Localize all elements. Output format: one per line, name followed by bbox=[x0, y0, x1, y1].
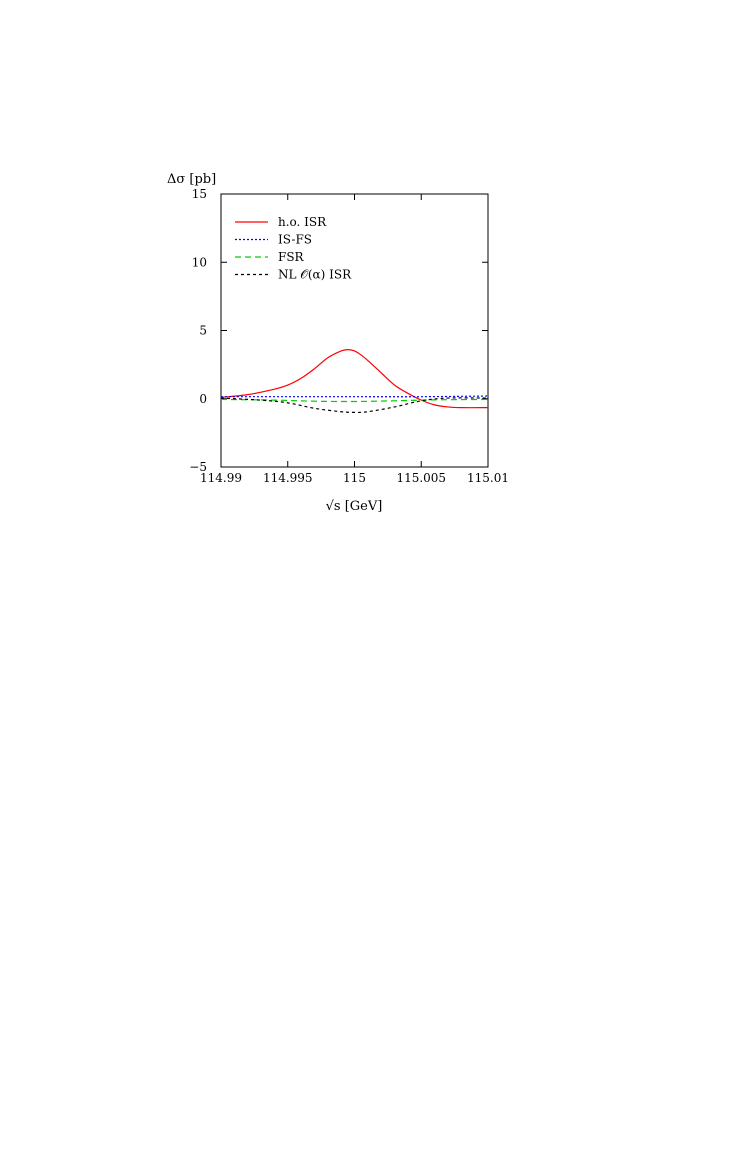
y-tick-label: −5 bbox=[189, 460, 207, 474]
y-tick-label: 15 bbox=[192, 187, 207, 201]
series-line-2 bbox=[221, 395, 489, 398]
y-tick-label: 0 bbox=[199, 392, 207, 406]
y-tick-label: 5 bbox=[199, 324, 207, 338]
legend-label-3: FSR bbox=[278, 250, 305, 264]
x-tick-label: 114.99 bbox=[200, 471, 242, 485]
x-axis-label: √s [GeV] bbox=[326, 499, 383, 514]
axis-tick-labels: 114.99 114.995 115 115.005 115.01 −5 0 5 10 15 bbox=[189, 187, 509, 485]
y-axis-label: Δσ [pb] bbox=[167, 172, 216, 187]
legend: h.o. ISR IS-FS FSR NL 𝒪(α) ISR bbox=[235, 215, 352, 282]
x-tick-label: 115.01 bbox=[467, 471, 509, 485]
plot-frame bbox=[220, 193, 489, 468]
series-line-4 bbox=[220, 397, 489, 414]
axis-ticks bbox=[220, 193, 489, 468]
legend-label-1: h.o. ISR bbox=[278, 215, 327, 229]
x-tick-label: 114.995 bbox=[263, 471, 313, 485]
series-lines bbox=[220, 349, 489, 414]
legend-label-4: NL 𝒪(α) ISR bbox=[278, 268, 352, 282]
x-tick-label: 115.005 bbox=[396, 471, 446, 485]
series-line-1 bbox=[220, 349, 489, 409]
x-tick-label: 115 bbox=[343, 471, 366, 485]
legend-label-2: IS-FS bbox=[278, 233, 312, 247]
series-line-3 bbox=[220, 398, 489, 403]
y-tick-label: 10 bbox=[192, 255, 207, 269]
